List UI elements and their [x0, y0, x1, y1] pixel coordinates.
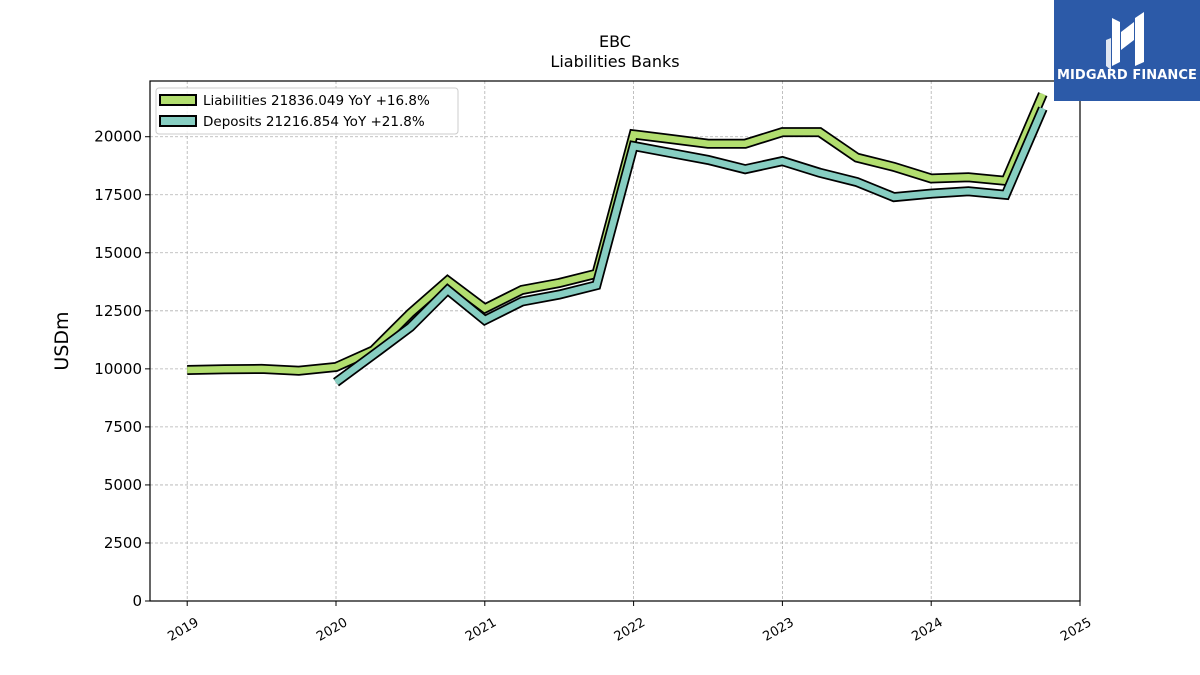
data-point: [1042, 107, 1044, 109]
y-axis-label: USDm: [51, 311, 73, 370]
data-point: [521, 289, 523, 291]
data-point: [595, 284, 597, 286]
midgard-logo-icon: [1106, 12, 1144, 70]
data-point: [521, 301, 523, 303]
data-point: [893, 196, 895, 198]
x-tick-label: 2019: [165, 615, 201, 645]
legend-label-liabilities: Liabilities 21836.049 YoY +16.8%: [203, 93, 430, 109]
data-point: [186, 369, 188, 371]
data-point: [781, 131, 783, 133]
series-line-deposits: [334, 107, 1046, 385]
data-point: [930, 178, 932, 179]
series-outline-deposits: [333, 106, 1048, 387]
chart-title: EBC: [599, 32, 631, 51]
legend-box: [155, 87, 459, 135]
data-point: [447, 280, 449, 282]
data-point: [484, 319, 486, 321]
x-tick-label: 2021: [463, 615, 499, 645]
data-point: [1005, 180, 1007, 182]
data-point: [707, 159, 709, 161]
data-point: [1005, 194, 1007, 196]
data-point: [447, 289, 449, 291]
legend-swatch-deposits: [159, 115, 197, 127]
data-point: [633, 145, 635, 147]
x-tick-label: 2025: [1058, 615, 1094, 645]
x-tick-label: 2020: [314, 615, 350, 645]
x-tick-label: 2023: [761, 615, 797, 645]
brand-logo: MIDGARD FINANCE: [1054, 0, 1200, 101]
data-point: [298, 370, 300, 372]
y-tick-label: 7500: [104, 418, 142, 436]
y-tick-label: 20000: [94, 128, 142, 146]
data-point: [409, 326, 411, 328]
data-point: [967, 190, 969, 192]
data-point: [261, 368, 263, 370]
y-tick-label: 10000: [94, 360, 142, 378]
data-point: [335, 381, 337, 383]
data-point: [372, 354, 374, 356]
x-tick-label: 2024: [909, 615, 945, 645]
data-point: [558, 282, 560, 284]
plot-frame: [149, 80, 1081, 602]
data-point: [1042, 93, 1044, 95]
x-tick-label: 2022: [612, 615, 648, 645]
data-point: [558, 294, 560, 296]
data-point: [670, 152, 672, 154]
y-tick-label: 17500: [94, 186, 142, 204]
y-tick-label: 0: [132, 592, 142, 610]
data-point: [781, 160, 783, 162]
data-point: [223, 368, 225, 370]
data-point: [335, 366, 337, 368]
data-point: [893, 166, 895, 168]
legend-label-deposits: Deposits 21216.854 YoY +21.8%: [203, 114, 425, 130]
data-point: [967, 176, 969, 178]
data-point: [484, 308, 486, 309]
chart-subtitle: Liabilities Banks: [550, 52, 680, 71]
data-point: [409, 312, 411, 314]
y-tick-label: 5000: [104, 476, 142, 494]
y-tick-label: 12500: [94, 302, 142, 320]
data-point: [744, 143, 746, 145]
data-point: [819, 172, 821, 174]
y-tick-label: 15000: [94, 244, 142, 262]
data-point: [744, 168, 746, 170]
legend-swatch-liabilities: [159, 94, 197, 106]
data-point: [930, 193, 932, 195]
data-point: [856, 157, 858, 159]
data-point: [856, 181, 858, 183]
y-tick-label: 2500: [104, 534, 142, 552]
brand-name: MIDGARD FINANCE: [1056, 68, 1198, 83]
data-point: [707, 143, 709, 145]
data-point: [633, 133, 635, 135]
data-point: [670, 138, 672, 140]
data-point: [819, 131, 821, 133]
